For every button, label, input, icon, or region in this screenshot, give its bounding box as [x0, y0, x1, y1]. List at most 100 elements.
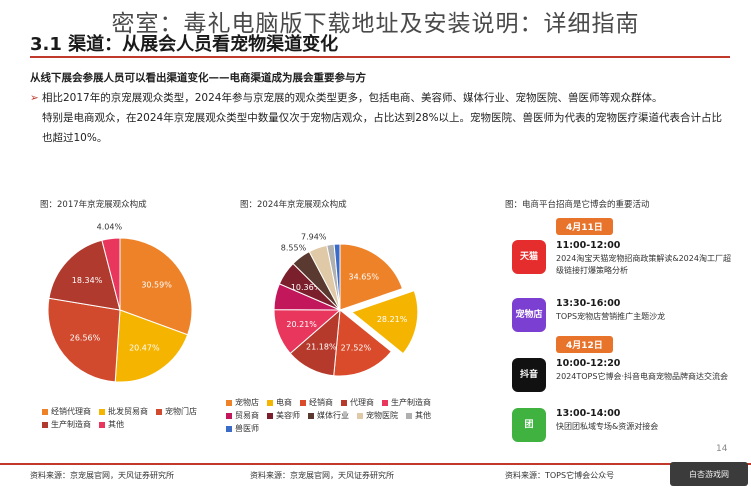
legend-label: 兽医师	[235, 424, 259, 433]
event-item: 团 13:00-14:00 快团团私域专场&资源对接会	[512, 408, 732, 448]
legend-label: 经销商	[309, 398, 333, 407]
event-item: 天猫 11:00-12:00 2024淘宝天猫宠物招商政策解读&2024淘工厂超…	[512, 240, 732, 280]
legend-item: 经销商	[300, 396, 333, 409]
legend-swatch	[382, 399, 388, 406]
legend-swatch	[341, 399, 347, 406]
legend-item: 宠物门店	[156, 405, 197, 418]
event-time: 10:00-12:20	[556, 358, 621, 369]
pie-slice-label: 28.21%	[377, 315, 408, 324]
kuaituantuan-icon: 团	[512, 408, 546, 442]
pie-slice-label: 21.18%	[306, 342, 337, 351]
pie-slice-label: 20.47%	[129, 343, 160, 352]
legend-swatch	[99, 408, 105, 415]
legend-label: 其他	[108, 420, 124, 429]
event-desc: 2024淘宝天猫宠物招商政策解读&2024淘工厂超级链接打爆策略分析	[556, 254, 731, 275]
pie-slice	[119, 237, 193, 336]
event-desc: TOPS宠物店营销推广主题沙龙	[556, 312, 666, 321]
pie-slice	[339, 243, 404, 311]
arrow-bullet-icon: ➢	[30, 92, 39, 104]
pie-slice	[114, 309, 189, 383]
footer-source-mid: 资料来源：京宠展官网，天风证券研究所	[250, 471, 394, 480]
chart-2017-title: 图：2017年京宠展观众构成	[40, 200, 147, 210]
slide-title: 3.1 渠道：从展会人员看宠物渠道变化	[30, 34, 339, 55]
intro-bullet-line2: 特别是电商观众，在2024年京宠展观众类型中数量仅次于宠物店观众，占比达到28%…	[42, 112, 723, 144]
intro-bullet-line1: 相比2017年的京宠展观众类型，2024年参与京宠展的观众类型更多，包括电商、美…	[42, 92, 663, 104]
legend-swatch	[267, 412, 273, 419]
legend-swatch	[42, 408, 48, 415]
events-title: 图：电商平台招商是它博会的重要活动	[505, 200, 650, 210]
legend-swatch	[357, 412, 363, 419]
pie-slice-label: 30.59%	[141, 280, 172, 289]
legend-label: 其他	[415, 411, 431, 420]
pie-slice-label: 34.65%	[349, 273, 380, 282]
event-desc: 快团团私域专场&资源对接会	[556, 422, 659, 431]
legend-item: 其他	[406, 409, 431, 422]
legend-label: 美容师	[276, 411, 300, 420]
footer-source-left: 资料来源：京宠展官网，天风证券研究所	[30, 471, 174, 480]
legend-2024: 宠物店 电商 经销商 代理商 生产制造商贸易商 美容师 媒体行业 宠物医院 其他兽医师	[226, 396, 476, 435]
legend-item: 兽医师	[226, 422, 259, 435]
date-tag-apr11: 4月11日	[556, 218, 613, 235]
intro-text: 从线下展会参展人员可以看出渠道变化——电商渠道成为展会重要参与方 ➢ 相比201…	[30, 68, 730, 148]
legend-item: 美容师	[267, 409, 300, 422]
event-time: 11:00-12:00	[556, 240, 621, 251]
watermark-logo: 白杏游戏网	[670, 462, 748, 486]
overlay-title: 密室：毒礼电脑版下载地址及安装说明：详细指南	[111, 11, 640, 37]
intro-bullet: ➢ 相比2017年的京宠展观众类型，2024年参与京宠展的观众类型更多，包括电商…	[30, 88, 730, 108]
pie-chart-2017: 30.59% 20.47% 26.56% 18.34% 4.04%	[30, 215, 210, 395]
pie-slice	[101, 237, 121, 311]
legend-item: 贸易商	[226, 409, 259, 422]
intro-bullet-cont: 特别是电商观众，在2024年京宠展观众类型中数量仅次于宠物店观众，占比达到28%…	[30, 108, 730, 148]
pie-slice-label: 26.56%	[70, 334, 101, 343]
legend-swatch	[406, 412, 412, 419]
legend-label: 贸易商	[235, 411, 259, 420]
pie-slice	[48, 239, 121, 311]
pie-slice-label: 4.04%	[97, 223, 123, 232]
pie-slice	[350, 290, 419, 355]
legend-item: 批发贸易商	[99, 405, 148, 418]
legend-item: 宠物医院	[357, 409, 398, 422]
legend-item: 电商	[267, 396, 292, 409]
legend-swatch	[308, 412, 314, 419]
legend-label: 宠物店	[235, 398, 259, 407]
legend-swatch	[300, 399, 306, 406]
pet-store-icon: 宠物店	[512, 298, 546, 332]
footer-source-right: 资料来源：TOPS它博会公众号	[505, 471, 615, 480]
legend-item: 媒体行业	[308, 409, 349, 422]
legend-label: 宠物门店	[165, 407, 197, 416]
pie-slice-label: 7.94%	[301, 233, 327, 242]
legend-swatch	[226, 425, 232, 432]
legend-swatch	[226, 412, 232, 419]
legend-label: 宠物医院	[366, 411, 398, 420]
legend-swatch	[42, 421, 48, 428]
legend-label: 代理商	[350, 398, 374, 407]
pie-chart-2024: 34.65% 28.21% 27.52% 21.18% 20.21% 10.36% 8.55…	[255, 220, 440, 395]
slide-header: 3.1 渠道：从展会人员看宠物渠道变化	[0, 26, 751, 58]
legend-label: 生产制造商	[51, 420, 91, 429]
pie-slice	[333, 243, 341, 311]
legend-item: 代理商	[341, 396, 374, 409]
legend-label: 生产制造商	[391, 398, 431, 407]
pie-slice	[333, 309, 393, 377]
legend-label: 电商	[276, 398, 292, 407]
legend-swatch	[156, 408, 162, 415]
pie-2017-svg: 30.59% 20.47% 26.56% 18.34% 4.04%	[47, 223, 193, 383]
page-number: 14	[716, 444, 728, 454]
legend-item: 其他	[99, 418, 124, 431]
legend-swatch	[267, 399, 273, 406]
legend-item: 生产制造商	[382, 396, 431, 409]
event-desc: 2024TOPS它博会·抖音电商宠物品牌商达交流会	[556, 372, 728, 381]
legend-label: 批发贸易商	[108, 407, 148, 416]
legend-label: 媒体行业	[317, 411, 349, 420]
legend-2017: 经销代理商 批发贸易商 宠物门店生产制造商 其他	[42, 405, 217, 431]
pie-slice-label: 8.55%	[281, 243, 307, 252]
tmall-icon: 天猫	[512, 240, 546, 274]
pie-2024-svg: 34.65% 28.21% 27.52% 21.18% 20.21% 10.36% 8.55…	[273, 233, 419, 377]
pie-slice-label: 20.21%	[286, 320, 317, 329]
event-item: 宠物店 13:30-16:00 TOPS宠物店营销推广主题沙龙	[512, 298, 732, 338]
legend-item: 经销代理商	[42, 405, 91, 418]
legend-swatch	[99, 421, 105, 428]
chart-2024-title: 图：2024年京宠展观众构成	[240, 200, 347, 210]
legend-item: 生产制造商	[42, 418, 91, 431]
pie-slice	[47, 297, 121, 383]
